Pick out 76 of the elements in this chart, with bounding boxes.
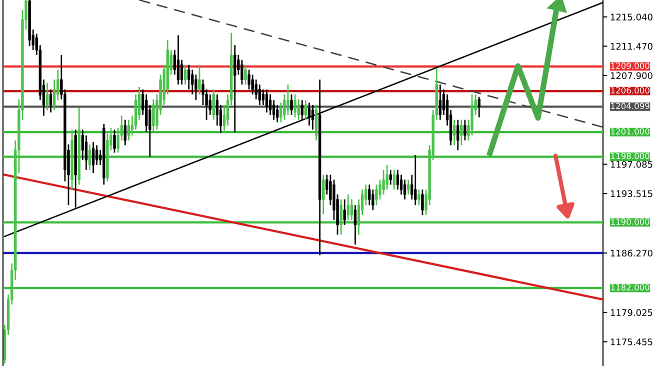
candlestick: [340, 198, 342, 236]
ref-line-label: 1182.000: [611, 284, 650, 290]
candlestick: [403, 179, 406, 200]
candlestick: [240, 59, 244, 86]
y-tick-label: 1215.040: [610, 14, 652, 20]
candlestick: [113, 128, 116, 154]
candlestick: [372, 188, 374, 211]
candlestick: [176, 34, 180, 86]
y-tick-label: 1175.455: [610, 338, 652, 346]
candlestick: [95, 144, 98, 166]
candlestick: [152, 98, 155, 133]
candlestick: [194, 74, 198, 101]
candlestick: [322, 174, 325, 215]
candlestick: [92, 141, 95, 174]
candlestick: [188, 64, 190, 90]
y-tick-label: 1211.470: [610, 42, 652, 50]
candlestick: [354, 204, 357, 246]
candlestick: [212, 88, 215, 121]
y-tick-label: 1186.270: [610, 250, 652, 257]
candlestick: [265, 88, 268, 114]
candlestick: [124, 119, 126, 146]
candlestick: [460, 119, 463, 146]
candlestick: [386, 164, 388, 190]
y-tick-label: 1197.085: [610, 160, 652, 168]
candlestick: [184, 64, 187, 86]
y-tick-label: 1193.515: [610, 190, 652, 198]
ref-line-label: 1190.000: [611, 218, 650, 225]
ref-line-label: 1201.000: [611, 128, 650, 135]
candlestick: [389, 169, 392, 186]
candlestick: [368, 184, 371, 206]
candlestick: [350, 198, 354, 221]
candlestick: [286, 84, 290, 116]
candlestick: [392, 169, 396, 190]
candlestick: [294, 94, 296, 118]
candlestick: [208, 94, 212, 116]
y-tick-label: 1207.900: [610, 72, 652, 80]
candlestick: [400, 174, 403, 196]
candlestick: [418, 188, 420, 206]
candlestick: [300, 99, 304, 121]
candlestick: [88, 144, 92, 171]
candlestick: [421, 188, 424, 216]
ref-line-label: 1206.000: [611, 87, 650, 94]
candlestick: [251, 74, 254, 96]
candlestick: [268, 94, 272, 116]
candlestick: [414, 154, 417, 206]
ref-line-label: 1198.000: [611, 152, 650, 160]
candlestick: [346, 194, 350, 221]
candlestick: [406, 179, 410, 196]
candlestick: [180, 59, 184, 86]
candlestick: [258, 84, 261, 106]
candlestick: [262, 88, 265, 106]
candlestick: [198, 64, 201, 96]
candlestick: [248, 69, 250, 90]
candlestick: [382, 169, 385, 196]
candlestick: [311, 104, 314, 130]
candlestick: [234, 44, 236, 133]
candlestick: [452, 119, 456, 146]
candlestick: [297, 98, 300, 121]
ref-line-label: 1204.099: [611, 102, 650, 110]
candlestick: [290, 94, 293, 116]
candlestick: [375, 184, 378, 206]
ref-line-label: 1209.000: [611, 62, 650, 69]
candlestick: [456, 119, 460, 151]
y-tick-label: 1179.025: [610, 309, 652, 316]
candlestick: [478, 96, 480, 118]
candlestick: [244, 64, 247, 86]
candlestick: [276, 104, 279, 123]
candlestick: [304, 99, 307, 121]
candlestick: [49, 88, 52, 114]
candlestick: [464, 119, 466, 142]
candlestick: [308, 102, 311, 126]
candlestick: [343, 198, 346, 226]
candlestick: [438, 84, 442, 121]
candlestick: [127, 119, 130, 142]
candlestick: [396, 169, 400, 190]
candlestick: [46, 82, 49, 111]
